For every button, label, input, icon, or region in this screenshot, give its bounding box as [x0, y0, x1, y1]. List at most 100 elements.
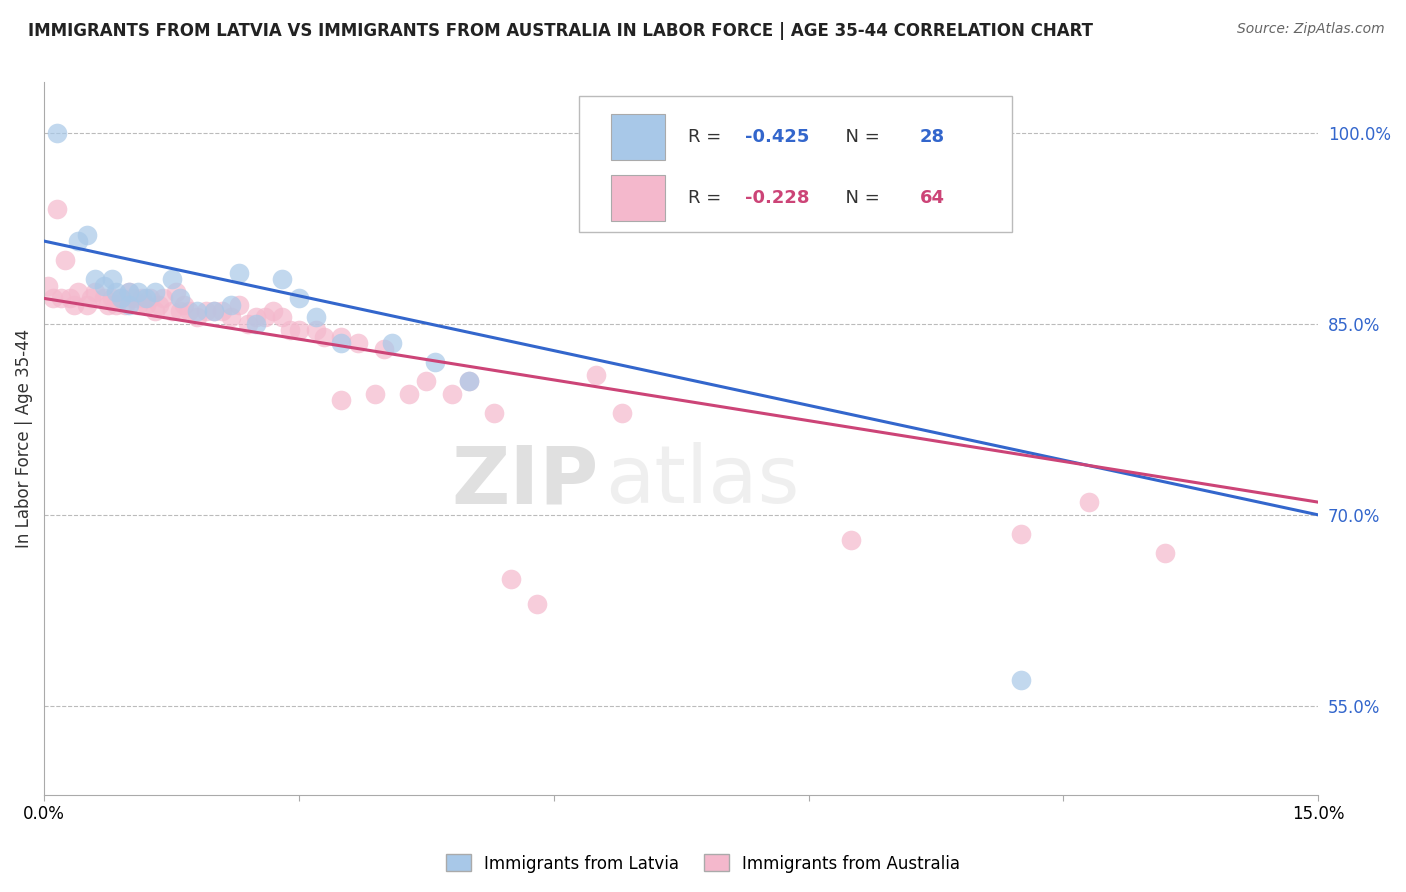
Text: N =: N =	[834, 128, 886, 146]
Point	[585, 368, 607, 382]
Point	[118, 285, 141, 299]
Point	[122, 292, 145, 306]
Point	[84, 285, 107, 299]
Point	[177, 304, 200, 318]
Point	[131, 292, 153, 306]
Point	[135, 292, 157, 306]
Point	[1010, 673, 1032, 688]
Legend: Immigrants from Latvia, Immigrants from Australia: Immigrants from Latvia, Immigrants from …	[439, 847, 967, 880]
Point	[484, 406, 506, 420]
Text: atlas: atlas	[605, 442, 799, 520]
Point	[110, 292, 132, 306]
Point	[139, 292, 162, 306]
Point	[101, 272, 124, 286]
Point	[53, 253, 76, 268]
Point	[280, 323, 302, 337]
Point	[228, 266, 250, 280]
Point	[219, 310, 242, 325]
Point	[305, 323, 328, 337]
Point	[1010, 527, 1032, 541]
Point	[288, 292, 311, 306]
Text: R =: R =	[688, 128, 727, 146]
Point	[114, 298, 136, 312]
Point	[202, 304, 225, 318]
Point	[118, 298, 141, 312]
Point	[526, 597, 548, 611]
Point	[202, 304, 225, 318]
Point	[135, 298, 157, 312]
Text: Source: ZipAtlas.com: Source: ZipAtlas.com	[1237, 22, 1385, 37]
Point	[610, 406, 633, 420]
Point	[330, 335, 353, 350]
Point	[330, 393, 353, 408]
Point	[271, 272, 294, 286]
Text: N =: N =	[834, 189, 886, 207]
Point	[194, 304, 217, 318]
Point	[45, 126, 67, 140]
Point	[127, 298, 149, 312]
Point	[169, 292, 191, 306]
Point	[1077, 495, 1099, 509]
Text: -0.425: -0.425	[745, 128, 810, 146]
Point	[41, 292, 63, 306]
Point	[245, 310, 267, 325]
Point	[423, 355, 446, 369]
Point	[105, 285, 128, 299]
Point	[118, 285, 141, 299]
Point	[440, 387, 463, 401]
Point	[152, 292, 174, 306]
Point	[76, 298, 98, 312]
Y-axis label: In Labor Force | Age 35-44: In Labor Force | Age 35-44	[15, 329, 32, 548]
Point	[93, 278, 115, 293]
Point	[330, 329, 353, 343]
Text: -0.228: -0.228	[745, 189, 810, 207]
Point	[236, 317, 259, 331]
Point	[101, 292, 124, 306]
Point	[165, 285, 187, 299]
Point	[262, 304, 284, 318]
Point	[415, 374, 437, 388]
Point	[58, 292, 80, 306]
Point	[63, 298, 86, 312]
Point	[186, 304, 208, 318]
Point	[143, 285, 166, 299]
Point	[127, 285, 149, 299]
Text: 64: 64	[920, 189, 945, 207]
Point	[67, 285, 90, 299]
Point	[457, 374, 479, 388]
FancyBboxPatch shape	[579, 96, 1012, 232]
Point	[84, 272, 107, 286]
Text: IMMIGRANTS FROM LATVIA VS IMMIGRANTS FROM AUSTRALIA IN LABOR FORCE | AGE 35-44 C: IMMIGRANTS FROM LATVIA VS IMMIGRANTS FRO…	[28, 22, 1092, 40]
Point	[97, 298, 120, 312]
Point	[253, 310, 276, 325]
Point	[143, 304, 166, 318]
Point	[160, 304, 183, 318]
FancyBboxPatch shape	[612, 114, 665, 161]
Point	[211, 304, 233, 318]
Point	[80, 292, 103, 306]
Point	[457, 374, 479, 388]
Point	[148, 298, 170, 312]
Point	[110, 292, 132, 306]
Point	[364, 387, 387, 401]
Point	[49, 292, 72, 306]
Point	[76, 227, 98, 242]
Point	[305, 310, 328, 325]
Text: ZIP: ZIP	[451, 442, 599, 520]
Point	[839, 533, 862, 548]
Point	[45, 202, 67, 217]
Point	[105, 298, 128, 312]
Point	[37, 278, 59, 293]
Point	[169, 304, 191, 318]
Point	[186, 310, 208, 325]
Point	[501, 572, 523, 586]
Point	[314, 329, 336, 343]
FancyBboxPatch shape	[612, 175, 665, 221]
Point	[93, 292, 115, 306]
Point	[228, 298, 250, 312]
Point	[288, 323, 311, 337]
Point	[271, 310, 294, 325]
Point	[1154, 546, 1177, 560]
Point	[381, 335, 404, 350]
Point	[373, 343, 395, 357]
